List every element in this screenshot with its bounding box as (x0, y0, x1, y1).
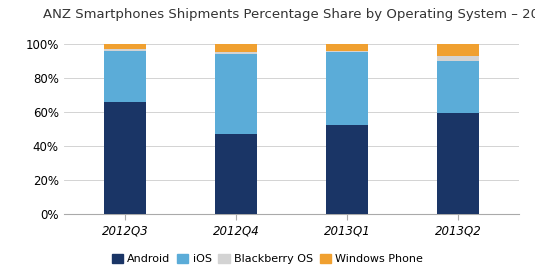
Legend: Android, iOS, Blackberry OS, Windows Phone: Android, iOS, Blackberry OS, Windows Pho… (108, 249, 427, 269)
Bar (326, 51, 368, 52)
Bar (215, 52, 257, 54)
Bar (437, 61, 479, 113)
Bar (326, 52, 368, 125)
Bar (437, 113, 479, 214)
Text: ANZ Smartphones Shipments Percentage Share by Operating System – 2012 Q3-2013 Q2: ANZ Smartphones Shipments Percentage Sha… (43, 8, 535, 21)
Bar (326, 44, 368, 51)
Bar (215, 44, 257, 52)
Bar (104, 49, 146, 51)
Bar (326, 125, 368, 214)
Bar (437, 44, 479, 56)
Bar (215, 134, 257, 214)
Bar (104, 102, 146, 214)
Bar (104, 44, 146, 49)
Bar (215, 54, 257, 134)
Bar (104, 51, 146, 102)
Bar (437, 56, 479, 61)
